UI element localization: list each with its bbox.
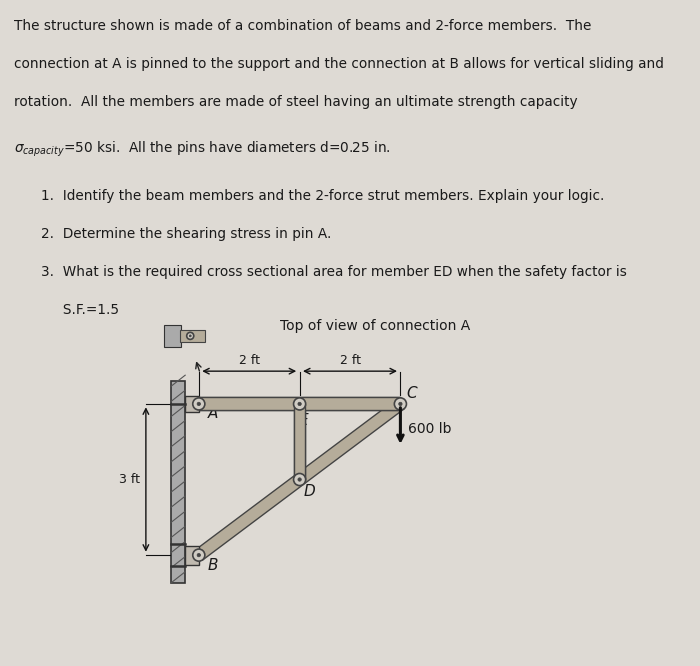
Text: C: C [407,386,417,402]
Circle shape [394,398,407,410]
Polygon shape [199,398,400,410]
Bar [186,396,199,412]
Bar [186,545,199,565]
Circle shape [187,332,194,340]
Polygon shape [199,398,400,410]
Text: rotation.  All the members are made of steel having an ultimate strength capacit: rotation. All the members are made of st… [14,95,578,109]
Bar [164,325,181,347]
Circle shape [197,553,200,557]
Text: A: A [208,406,218,422]
Text: S.F.=1.5: S.F.=1.5 [41,304,119,318]
Circle shape [298,478,301,482]
Text: D: D [304,484,316,499]
Text: The structure shown is made of a combination of beams and 2-force members.  The: The structure shown is made of a combina… [14,19,592,33]
Text: Top of view of connection A: Top of view of connection A [280,319,470,333]
Circle shape [193,549,205,561]
Circle shape [298,402,301,406]
Text: 3 ft: 3 ft [119,473,140,486]
Circle shape [399,402,402,406]
Circle shape [189,335,191,337]
Text: E: E [299,413,308,428]
Text: 3.  What is the required cross sectional area for member ED when the safety fact: 3. What is the required cross sectional … [41,265,627,279]
Text: 1.  Identify the beam members and the 2-force strut members. Explain your logic.: 1. Identify the beam members and the 2-f… [41,189,605,203]
Circle shape [193,398,205,410]
Text: 600 lb: 600 lb [408,422,452,436]
Bar [180,330,205,342]
Bar [171,381,186,583]
Circle shape [293,474,306,486]
Circle shape [293,398,306,410]
Circle shape [197,402,200,406]
Text: 2.  Determine the shearing stress in pin A.: 2. Determine the shearing stress in pin … [41,227,332,241]
Polygon shape [195,399,404,560]
Text: $\sigma_{capacity}$=50 ksi.  All the pins have diameters d=0.25 in.: $\sigma_{capacity}$=50 ksi. All the pins… [14,139,391,159]
Polygon shape [294,404,305,480]
Text: B: B [208,557,218,573]
Text: 2 ft: 2 ft [239,354,260,367]
Polygon shape [294,404,305,480]
Text: 2 ft: 2 ft [340,354,360,367]
Text: connection at A is pinned to the support and the connection at B allows for vert: connection at A is pinned to the support… [14,57,664,71]
